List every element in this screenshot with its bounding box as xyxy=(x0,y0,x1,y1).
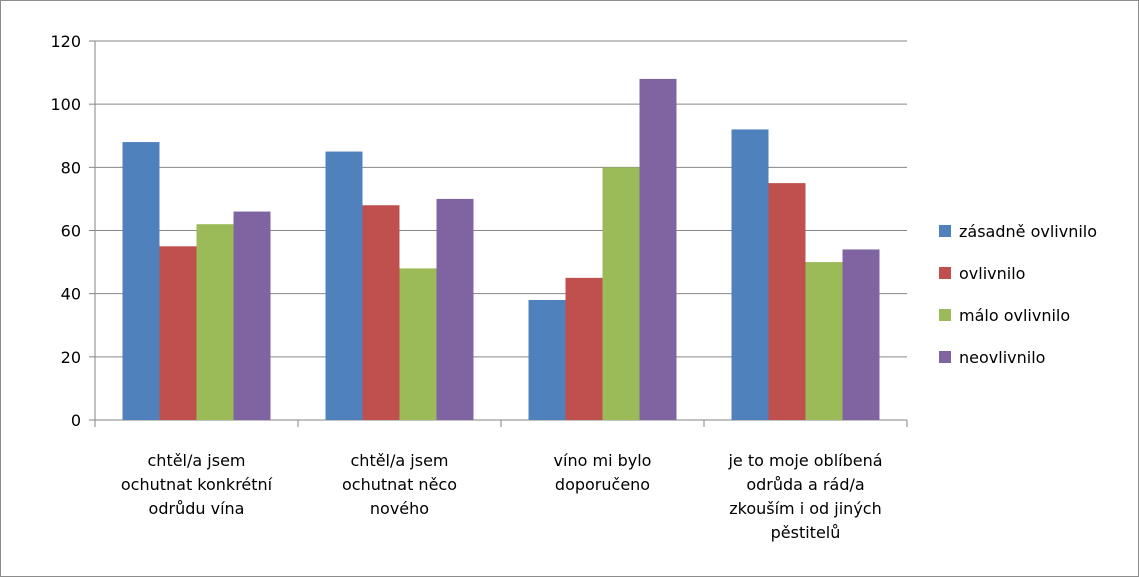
y-tick-label: 60 xyxy=(61,222,81,241)
bar-4-4 xyxy=(842,249,880,420)
bar-1-3 xyxy=(528,299,566,420)
category-label: doporučeno xyxy=(555,475,650,494)
legend-swatch xyxy=(939,225,951,237)
y-tick-label: 120 xyxy=(50,32,81,51)
category-label: chtěl/a jsem xyxy=(148,451,246,470)
category-label: zkouším i od jiných xyxy=(729,499,881,518)
y-tick-label: 20 xyxy=(61,348,81,367)
bar-2-2 xyxy=(362,205,400,420)
y-tick-label: 80 xyxy=(61,158,81,177)
legend-label: ovlivnilo xyxy=(959,264,1025,283)
bar-2-1 xyxy=(159,246,197,420)
category-label: nového xyxy=(370,499,429,518)
legend-label: málo ovlivnilo xyxy=(959,306,1070,325)
bar-2-4 xyxy=(768,183,806,420)
bar-4-3 xyxy=(639,78,677,421)
category-label: odrůda a rád/a xyxy=(746,475,864,494)
bar-3-1 xyxy=(196,224,234,420)
category-label: víno mi bylo xyxy=(554,451,652,470)
bar-4-2 xyxy=(436,198,474,420)
category-label: ochutnat konkrétní xyxy=(121,475,273,494)
legend-swatch xyxy=(939,267,951,279)
category-label: je to moje oblíbená xyxy=(727,451,882,470)
y-tick-label: 100 xyxy=(50,95,81,114)
category-label: pěstitelů xyxy=(771,523,841,542)
bar-1-1 xyxy=(122,142,160,421)
legend-swatch xyxy=(939,309,951,321)
bar-4-1 xyxy=(233,211,271,420)
bar-1-4 xyxy=(731,129,769,420)
legend-swatch xyxy=(939,351,951,363)
category-label: chtěl/a jsem xyxy=(351,451,449,470)
legend-label: neovlivnilo xyxy=(959,348,1045,367)
bar-3-2 xyxy=(399,268,437,420)
bar-1-2 xyxy=(325,151,363,420)
category-label: ochutnat něco xyxy=(342,475,457,494)
bar-3-4 xyxy=(805,262,843,420)
y-tick-label: 0 xyxy=(71,411,81,430)
legend-label: zásadně ovlivnilo xyxy=(959,222,1097,241)
y-tick-label: 40 xyxy=(61,285,81,304)
bar-2-3 xyxy=(565,277,603,420)
bar-3-3 xyxy=(602,167,640,420)
category-label: odrůdu vína xyxy=(149,499,245,518)
